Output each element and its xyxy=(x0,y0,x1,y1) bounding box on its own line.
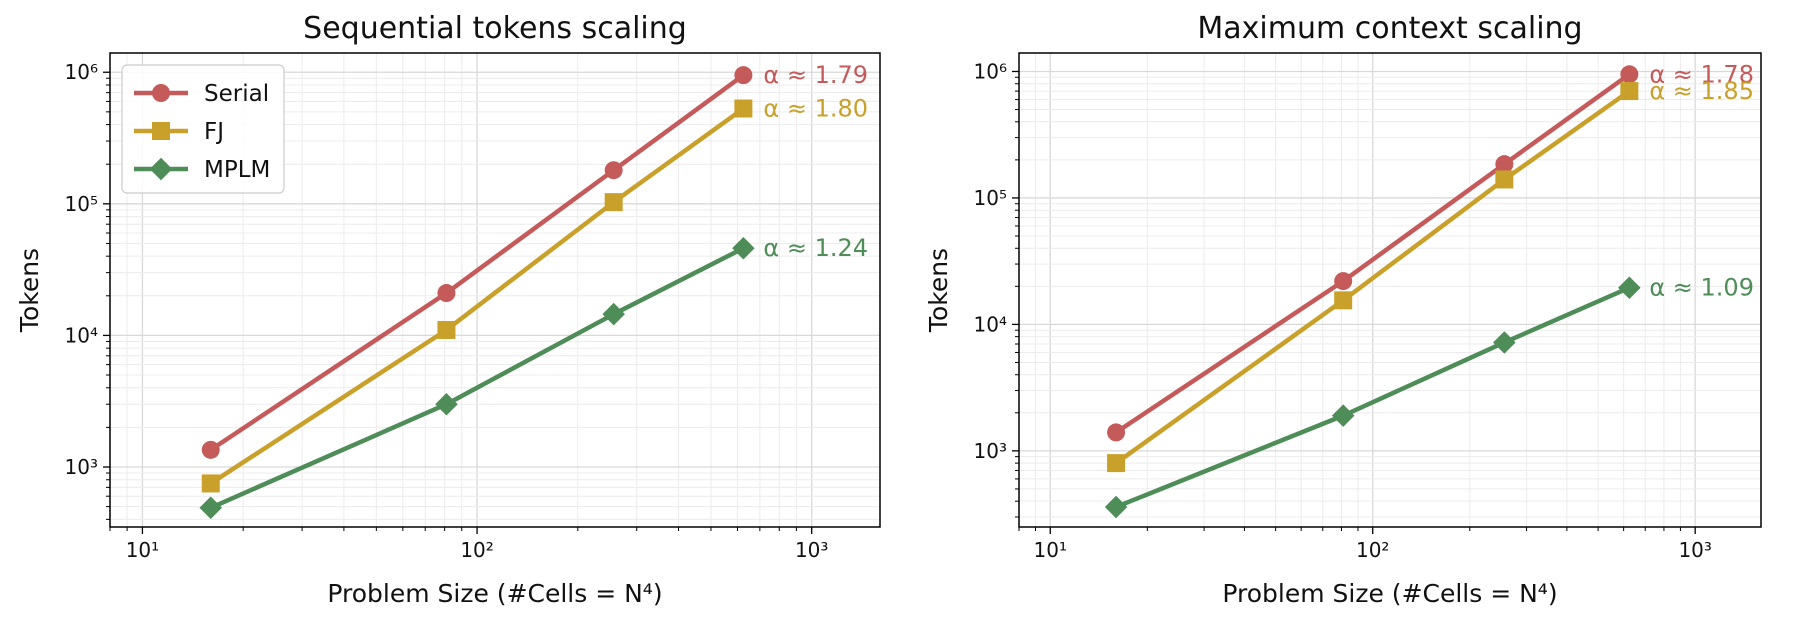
x-axis-label: Problem Size (#Cells = N⁴) xyxy=(1222,579,1557,608)
y-tick-label: 10⁶ xyxy=(974,59,1007,83)
grid xyxy=(110,53,880,527)
data-point-serial xyxy=(1334,272,1353,291)
series-group xyxy=(1104,65,1641,519)
data-point-serial xyxy=(1495,155,1514,174)
plot-frame xyxy=(1018,52,1762,528)
x-axis-label: Problem Size (#Cells = N⁴) xyxy=(327,579,662,608)
y-tick-label: 10⁴ xyxy=(974,312,1007,336)
data-point-fj xyxy=(734,99,753,118)
x-tick-label: 10² xyxy=(1356,538,1389,562)
data-point-serial xyxy=(201,440,220,459)
series-line-fj xyxy=(1114,89,1631,465)
slope-annotation-serial: α ≈ 1.79 xyxy=(763,61,868,89)
grid xyxy=(1019,53,1761,527)
series-line-mplm xyxy=(1115,285,1631,510)
legend-label-fj: FJ xyxy=(204,119,224,145)
y-axis-label: Tokens xyxy=(924,248,953,333)
series-group xyxy=(199,66,755,520)
data-point-mplm xyxy=(732,236,755,260)
slope-annotation-mplm: α ≈ 1.09 xyxy=(1649,274,1754,302)
slope-annotation-fj: α ≈ 1.85 xyxy=(1649,77,1754,105)
legend: Serial FJ MPLM xyxy=(121,64,285,194)
legend-swatch-marker xyxy=(149,157,173,181)
data-point-mplm xyxy=(1104,495,1128,519)
data-point-mplm xyxy=(435,392,458,416)
data-point-mplm xyxy=(1493,331,1516,354)
data-point-serial xyxy=(437,284,456,303)
data-point-fj xyxy=(1495,170,1514,189)
plot-frame xyxy=(109,52,881,528)
series-line-fj xyxy=(209,106,745,486)
data-point-fj xyxy=(437,320,456,339)
data-point-fj xyxy=(1334,291,1353,310)
y-tick-label: 10⁵ xyxy=(974,186,1007,210)
data-point-mplm xyxy=(199,496,222,520)
chart-title: Maximum context scaling xyxy=(1197,11,1582,46)
series-line-serial xyxy=(1114,72,1631,435)
data-point-mplm xyxy=(1331,404,1355,427)
data-point-serial xyxy=(1620,65,1639,84)
y-tick-label: 10⁴ xyxy=(65,323,98,347)
legend-label-serial: Serial xyxy=(204,81,269,107)
data-point-mplm xyxy=(602,302,625,326)
slope-annotation-fj: α ≈ 1.80 xyxy=(763,95,868,123)
series-line-mplm xyxy=(209,246,745,510)
chart-panel-1: 10¹ 10² 10³ 10³ 10⁴ 10⁵ 10⁶ α ≈ 1.79 α ≈ 1.80 α ≈… xyxy=(15,11,881,608)
chart-panel-2: 10¹ 10² 10³ 10³ 10⁴ 10⁵ 10⁶ α ≈ 1.78α ≈ 1.85 α ≈… xyxy=(924,11,1762,608)
y-tick-label: 10³ xyxy=(974,439,1007,463)
series-line-serial xyxy=(209,73,745,452)
y-axis-label: Tokens xyxy=(15,248,44,333)
data-point-fj xyxy=(604,193,623,212)
data-point-serial xyxy=(604,161,623,180)
data-point-fj xyxy=(201,474,220,493)
legend-swatch-marker xyxy=(152,122,170,140)
chart-title: Sequential tokens scaling xyxy=(303,11,687,46)
x-tick-label: 10¹ xyxy=(1034,538,1067,562)
x-tick-label: 10² xyxy=(460,538,493,562)
legend-swatch-marker xyxy=(152,84,170,102)
x-tick-label: 10³ xyxy=(1678,538,1711,562)
data-point-serial xyxy=(1107,423,1126,442)
data-point-fj xyxy=(1107,454,1126,473)
x-tick-label: 10¹ xyxy=(126,538,159,562)
data-point-mplm xyxy=(1618,276,1641,299)
data-point-serial xyxy=(734,66,753,85)
slope-annotation-mplm: α ≈ 1.24 xyxy=(763,234,868,262)
slope-annotation-serial: α ≈ 1.78 xyxy=(1649,60,1754,88)
x-tick-label: 10³ xyxy=(795,538,828,562)
data-point-fj xyxy=(1620,82,1639,101)
legend-label-mplm: MPLM xyxy=(204,157,270,183)
y-tick-label: 10⁶ xyxy=(65,60,98,84)
y-tick-label: 10⁵ xyxy=(65,192,98,216)
y-tick-label: 10³ xyxy=(65,455,98,479)
